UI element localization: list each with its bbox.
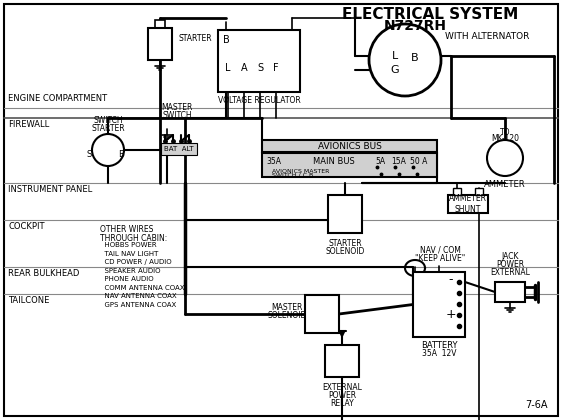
Text: 7-6A: 7-6A [525, 400, 548, 410]
Text: 35A  12V: 35A 12V [422, 349, 456, 357]
Text: STARTER: STARTER [91, 123, 125, 132]
Text: WITH ALTERNATOR: WITH ALTERNATOR [445, 32, 529, 40]
Bar [475, 188, 483, 195]
Text: POWER: POWER [496, 260, 524, 268]
Text: AMMETER
SHUNT: AMMETER SHUNT [449, 194, 487, 214]
Text: SOLENOID: SOLENOID [325, 247, 365, 255]
Text: B: B [118, 150, 124, 158]
Text: RELAY: RELAY [330, 399, 354, 407]
Text: F: F [273, 63, 279, 73]
Circle shape [369, 24, 441, 96]
Bar [453, 188, 461, 195]
Text: S: S [257, 63, 263, 73]
Text: PHONE AUDIO: PHONE AUDIO [100, 276, 153, 282]
Text: REAR BULKHEAD: REAR BULKHEAD [8, 269, 79, 278]
Text: INSTRUMENT PANEL: INSTRUMENT PANEL [8, 185, 92, 194]
Bar [413, 272, 465, 337]
Text: 50 A: 50 A [410, 157, 428, 165]
Text: EXTERNAL: EXTERNAL [322, 383, 362, 391]
Text: JACK: JACK [501, 252, 519, 260]
Bar [148, 28, 172, 60]
Text: SWITCH / C.B.: SWITCH / C.B. [272, 173, 315, 178]
Text: SWITCH: SWITCH [162, 110, 192, 120]
Text: NAV ANTENNA COAX: NAV ANTENNA COAX [100, 293, 176, 299]
Text: -: - [448, 273, 453, 286]
Text: MASTER: MASTER [161, 102, 193, 111]
Text: COMM ANTENNA COAX: COMM ANTENNA COAX [100, 284, 184, 291]
Text: SWITCH: SWITCH [93, 116, 123, 124]
Bar [262, 140, 437, 152]
Text: AVIONICS MASTER: AVIONICS MASTER [272, 168, 329, 173]
Bar [155, 20, 165, 28]
Circle shape [487, 140, 523, 176]
Bar [218, 30, 300, 92]
Text: A: A [241, 63, 247, 73]
Text: TAIL NAV LIGHT: TAIL NAV LIGHT [100, 250, 158, 257]
Text: THROUGH CABIN:: THROUGH CABIN: [100, 234, 167, 242]
Bar [495, 282, 525, 302]
Bar [325, 345, 359, 377]
Text: "KEEP ALIVE": "KEEP ALIVE" [415, 254, 465, 262]
Bar [161, 143, 197, 155]
Text: S: S [87, 150, 92, 158]
Bar [262, 153, 437, 177]
Text: BAT  ALT: BAT ALT [164, 146, 194, 152]
Text: MASTER: MASTER [271, 302, 303, 312]
Text: STARTER: STARTER [328, 239, 362, 247]
Text: EXTERNAL: EXTERNAL [490, 268, 530, 276]
Text: AVIONICS BUS: AVIONICS BUS [318, 142, 382, 150]
Text: AMMETER: AMMETER [484, 179, 526, 189]
Text: 5A: 5A [375, 157, 385, 165]
Text: COCKPIT: COCKPIT [8, 222, 44, 231]
Text: 35A: 35A [266, 157, 282, 165]
Text: TAILCONE: TAILCONE [8, 296, 49, 305]
Text: TO: TO [500, 128, 510, 136]
Text: POWER: POWER [328, 391, 356, 399]
Text: B: B [411, 53, 419, 63]
Text: 15A: 15A [392, 157, 406, 165]
Text: GPS ANTENNA COAX: GPS ANTENNA COAX [100, 302, 176, 307]
Text: B: B [223, 35, 229, 45]
Text: N727RH: N727RH [383, 19, 446, 33]
Text: SOLENOID: SOLENOID [268, 310, 307, 320]
Text: +: + [446, 307, 456, 320]
Text: SPEAKER AUDIO: SPEAKER AUDIO [100, 268, 161, 273]
Text: FIREWALL: FIREWALL [8, 120, 49, 129]
Text: MAIN BUS: MAIN BUS [313, 157, 355, 165]
Text: NAV / COM: NAV / COM [420, 246, 460, 255]
Text: ELECTRICAL SYSTEM: ELECTRICAL SYSTEM [342, 6, 518, 21]
Text: L: L [392, 51, 398, 61]
Bar [328, 195, 362, 233]
Text: G: G [391, 65, 400, 75]
Text: OTHER WIRES: OTHER WIRES [100, 225, 153, 234]
Text: CD POWER / AUDIO: CD POWER / AUDIO [100, 259, 171, 265]
Text: VOLTAGE REGULATOR: VOLTAGE REGULATOR [217, 95, 300, 105]
Text: ENGINE COMPARTMENT: ENGINE COMPARTMENT [8, 94, 107, 103]
Bar [448, 195, 488, 213]
Text: BATTERY: BATTERY [421, 341, 457, 349]
Text: STARTER: STARTER [178, 34, 212, 42]
Bar [305, 295, 339, 333]
Text: L: L [225, 63, 231, 73]
Text: HOBBS POWER: HOBBS POWER [100, 242, 157, 248]
Text: MK-120: MK-120 [491, 134, 519, 142]
Circle shape [92, 134, 124, 166]
